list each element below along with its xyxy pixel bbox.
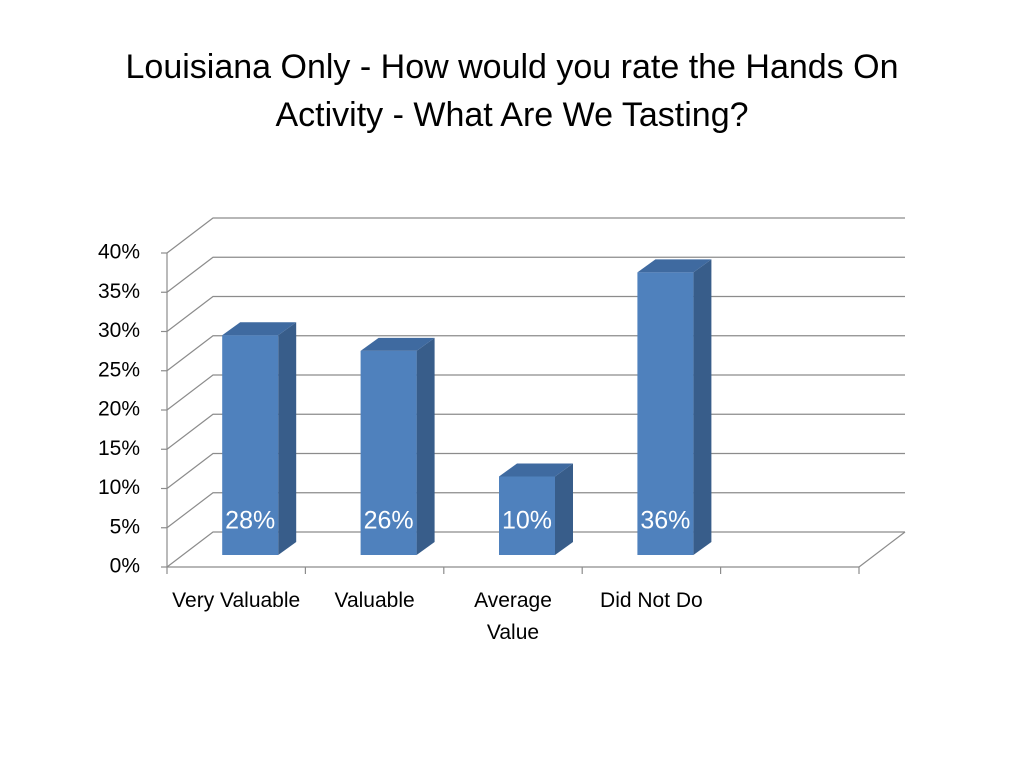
data-label: 26% (364, 507, 414, 535)
bar-top (222, 322, 297, 336)
data-label: 36% (640, 507, 690, 535)
grid-line (166, 217, 905, 254)
data-label: 28% (225, 507, 275, 535)
x-tick-label: Valuable (334, 589, 415, 612)
bar (637, 272, 694, 555)
y-tick-label: 0% (110, 555, 140, 578)
y-tick-label: 30% (98, 319, 140, 342)
data-label: 10% (502, 507, 552, 535)
y-tick-label: 20% (98, 398, 140, 421)
bar-top (637, 259, 712, 273)
y-tick-label: 25% (98, 358, 140, 381)
y-tick-label: 35% (98, 280, 140, 303)
y-tick-label: 15% (98, 437, 140, 460)
x-tick-label: Very Valuable (172, 589, 301, 612)
grid-line (166, 256, 905, 293)
bar-top (499, 463, 573, 477)
bar (222, 335, 279, 555)
bar-side (693, 259, 712, 555)
bar-top (360, 337, 435, 351)
x-tick-label: Did Not Do (600, 589, 703, 612)
y-tick-label: 5% (110, 515, 140, 538)
bar-side (555, 463, 573, 555)
floor-edge (858, 531, 906, 568)
y-tick-label: 10% (98, 476, 140, 499)
x-tick-label: Average Value (474, 589, 552, 644)
y-tick-label: 40% (98, 241, 140, 264)
bar-side (278, 322, 297, 555)
bar-side (416, 337, 435, 555)
bar (360, 350, 417, 555)
chart-title: Louisiana Only - How would you rate the … (125, 48, 899, 134)
bar (499, 476, 555, 555)
